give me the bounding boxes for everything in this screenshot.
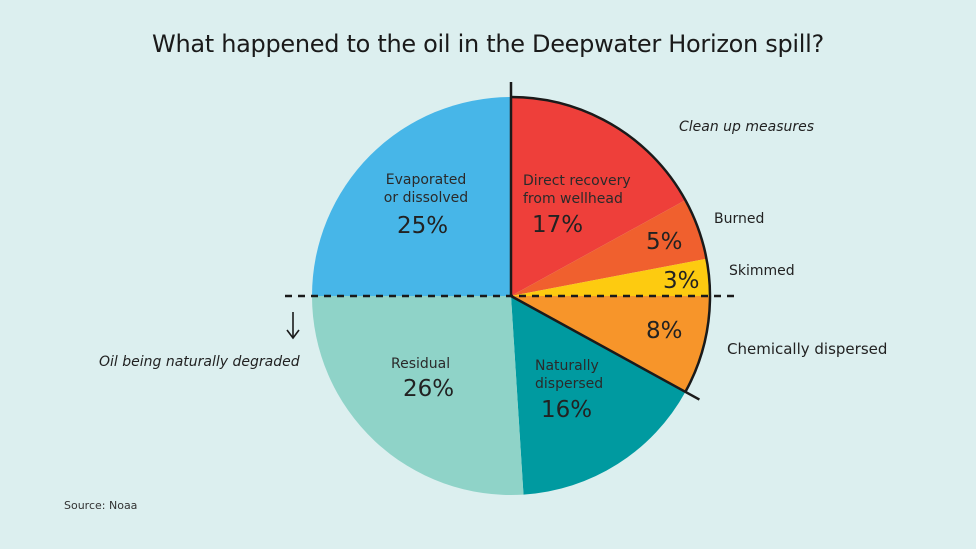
clean-up-note: Clean up measures: [679, 119, 815, 135]
naturally-degraded-note: Oil being naturally degraded: [99, 354, 300, 370]
burned-pct: 5%: [646, 229, 683, 255]
burned-label: Burned: [714, 211, 765, 227]
chemical-label: Chemically dispersed: [727, 340, 888, 358]
bracket-end-line: [510, 294, 701, 401]
chart-title: What happened to the oil in the Deepwate…: [152, 30, 824, 58]
slice-skimmed: [511, 258, 710, 296]
direct-recovery-pct: 17%: [532, 212, 584, 238]
source-note: Source: Noaa: [64, 499, 138, 512]
natural-label: Naturally dispersed: [535, 357, 603, 393]
chemical-pct: 8%: [646, 318, 683, 344]
slice-naturally-dispersed: [511, 296, 686, 495]
direct-recovery-label: Direct recovery from wellhead: [523, 172, 631, 208]
direct-label-line2: from wellhead: [523, 191, 623, 207]
natural-label-line1: Naturally: [535, 358, 599, 374]
clean-up-bracket: [510, 95, 712, 393]
direct-label-line1: Direct recovery: [523, 173, 631, 189]
residual-label: Residual: [391, 356, 451, 372]
residual-pct: 26%: [403, 376, 455, 402]
slice-residual: [312, 296, 524, 496]
slice-chemically-dispersed: [511, 296, 710, 392]
down-arrow-icon: [286, 312, 300, 340]
slice-evaporated: [312, 97, 511, 296]
pie-slices: [312, 97, 710, 496]
natural-pct: 16%: [541, 397, 593, 423]
evaporated-label-line2: or dissolved: [383, 190, 469, 206]
evaporated-pct: 25%: [397, 213, 449, 239]
skimmed-pct: 3%: [663, 268, 700, 294]
natural-label-line2: dispersed: [535, 376, 604, 392]
evaporated-label-line1: Evaporated: [385, 172, 467, 188]
slice-burned: [511, 200, 707, 296]
evaporated-label: Evaporated or dissolved: [366, 171, 486, 207]
skimmed-label: Skimmed: [729, 263, 795, 279]
